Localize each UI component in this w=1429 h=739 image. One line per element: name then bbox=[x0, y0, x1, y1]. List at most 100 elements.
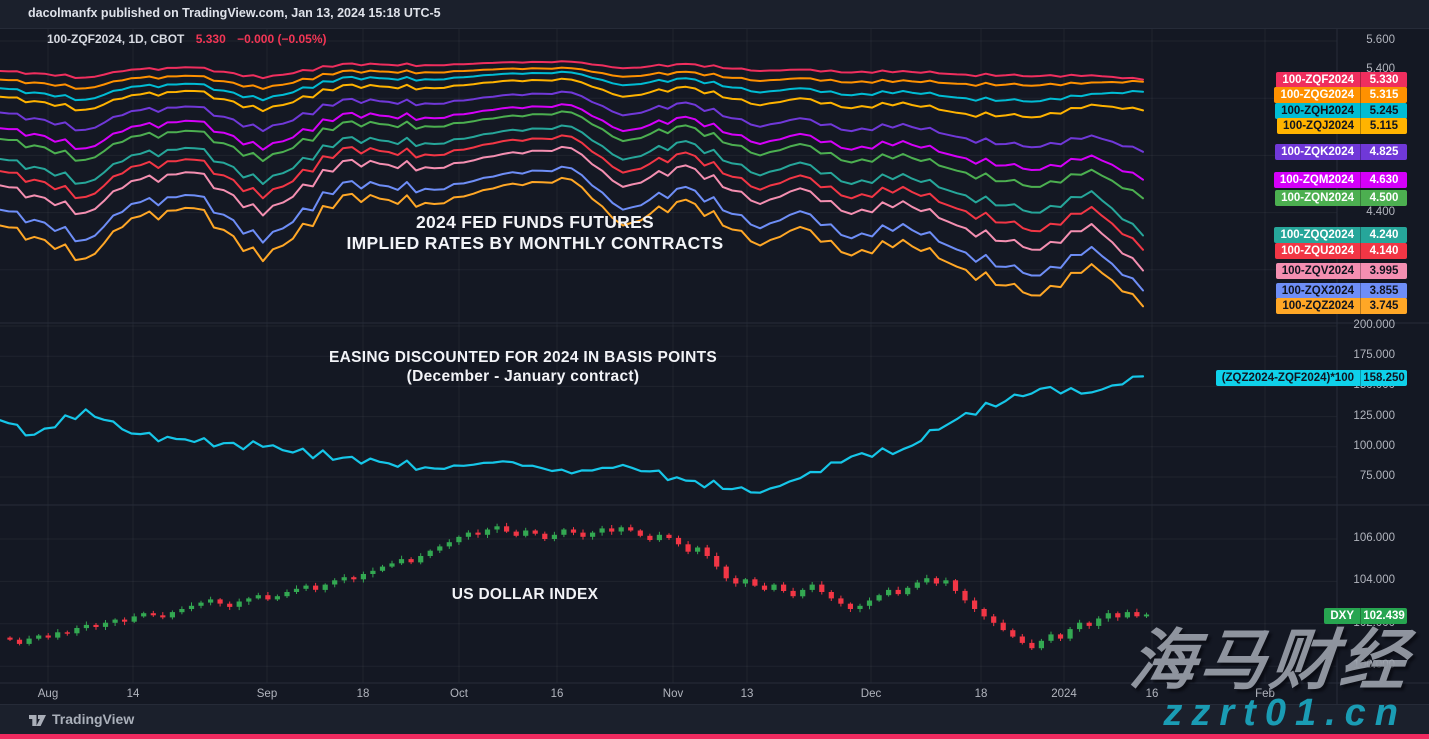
price-tag-value: 4.140 bbox=[1360, 242, 1407, 259]
time-axis-label: Dec bbox=[860, 688, 882, 700]
price-axis-label: 100.000 bbox=[1353, 659, 1395, 672]
price-axis-label: 100.000 bbox=[1353, 439, 1395, 452]
price-tag-value: 3.745 bbox=[1360, 298, 1407, 315]
spread-line-path bbox=[0, 375, 1145, 494]
price-tag-100-ZQG2024: 100-ZQG2024 5.315 bbox=[1274, 87, 1407, 104]
price-tag-100-ZQZ2024: 100-ZQZ2024 3.745 bbox=[1276, 298, 1407, 315]
price-tag-value: 5.245 bbox=[1360, 102, 1407, 119]
price-axis-label: 5.400 bbox=[1366, 62, 1395, 75]
time-axis-label: 14 bbox=[126, 688, 140, 700]
spread-line bbox=[0, 375, 1145, 494]
series-line-100-ZQU2024 bbox=[0, 134, 1144, 251]
price-tag-100-ZQJ2024: 100-ZQJ2024 5.115 bbox=[1277, 118, 1407, 135]
annotation-dxy: US DOLLAR INDEX bbox=[375, 586, 675, 605]
annotation-fed-funds-line1: 2024 FED FUNDS FUTURES bbox=[415, 212, 655, 232]
footer-bar: TradingView bbox=[0, 704, 1429, 734]
price-tag-100-ZQK2024: 100-ZQK2024 4.825 bbox=[1275, 143, 1407, 160]
price-tag-name: 100-ZQF2024 bbox=[1282, 73, 1354, 86]
price-axis-label: 175.000 bbox=[1353, 349, 1395, 362]
price-tag-value: 5.330 bbox=[1360, 71, 1407, 88]
series-line-100-ZQF2024 bbox=[0, 60, 1144, 81]
time-axis-label: 18 bbox=[974, 688, 988, 700]
annotation-easing-line1: EASING DISCOUNTED FOR 2024 IN BASIS POIN… bbox=[328, 349, 718, 366]
price-axis-label: 104.000 bbox=[1353, 574, 1395, 587]
legend-symbol[interactable]: 100-ZQF2024, 1D, CBOT bbox=[47, 32, 185, 46]
price-tag-name: DXY bbox=[1330, 610, 1354, 623]
price-tag-name: 100-ZQN2024 bbox=[1281, 192, 1354, 205]
price-tag-100-ZQX2024: 100-ZQX2024 3.855 bbox=[1275, 282, 1407, 299]
series-line-100-ZQV2024 bbox=[0, 145, 1144, 272]
price-tag-value: 102.439 bbox=[1360, 608, 1407, 625]
tradingview-logo-icon[interactable] bbox=[28, 713, 47, 728]
tradingview-brand[interactable]: TradingView bbox=[52, 711, 135, 727]
annotation-easing: EASING DISCOUNTED FOR 2024 IN BASIS POIN… bbox=[233, 349, 813, 387]
price-tag-100-ZQH2024: 100-ZQH2024 5.245 bbox=[1275, 102, 1407, 119]
price-tag-100-ZQM2024: 100-ZQM2024 4.630 bbox=[1273, 171, 1407, 188]
price-tag-value: 3.995 bbox=[1360, 262, 1407, 279]
time-axis-label: Sep bbox=[256, 688, 278, 700]
annotation-fed-funds-line2: IMPLIED RATES BY MONTHLY CONTRACTS bbox=[346, 233, 724, 254]
series-line-100-ZQZ2024 bbox=[0, 176, 1144, 308]
time-axis-label: Nov bbox=[662, 688, 684, 700]
price-tag-value: 4.630 bbox=[1360, 171, 1407, 188]
price-tag-100-ZQQ2024: 100-ZQQ2024 4.240 bbox=[1274, 227, 1407, 244]
price-tag-100-ZQU2024: 100-ZQU2024 4.140 bbox=[1275, 242, 1407, 259]
series-line-100-ZQJ2024 bbox=[0, 77, 1144, 119]
series-line-100-ZQQ2024 bbox=[0, 124, 1144, 237]
watermark-url: zzrt01.cn bbox=[1163, 692, 1407, 734]
price-tag-value: 158.250 bbox=[1360, 370, 1407, 387]
price-tag-name: 100-ZQK2024 bbox=[1281, 145, 1354, 158]
time-axis-label: 16 bbox=[1145, 688, 1159, 700]
annotation-easing-line2: (December - January contract) bbox=[406, 367, 640, 385]
series-line-100-ZQM2024 bbox=[0, 103, 1144, 181]
price-tag-name: 100-ZQH2024 bbox=[1281, 104, 1354, 117]
price-tag-(ZQZ2024-ZQF2024)*100: (ZQZ2024-ZQF2024)*100 158.250 bbox=[1215, 370, 1407, 387]
price-tag-100-ZQF2024: 100-ZQF2024 5.330 bbox=[1276, 71, 1407, 88]
price-axis-label: 4.400 bbox=[1366, 205, 1395, 218]
legend-change: −0.000 (−0.05%) bbox=[237, 32, 327, 46]
price-tag-value: 5.315 bbox=[1360, 87, 1407, 104]
time-axis-label: 2024 bbox=[1051, 688, 1077, 700]
price-tag-name: 100-ZQU2024 bbox=[1281, 244, 1354, 257]
price-tag-value: 5.115 bbox=[1360, 118, 1407, 135]
series-line-100-ZQK2024 bbox=[0, 90, 1144, 153]
fed-funds-lines bbox=[0, 60, 1144, 308]
time-axis-label: Oct bbox=[450, 688, 468, 700]
publish-info: dacolmanfx published on TradingView.com,… bbox=[28, 6, 441, 20]
price-tag-name: 100-ZQZ2024 bbox=[1282, 300, 1354, 313]
price-tag-name: 100-ZQG2024 bbox=[1280, 89, 1354, 102]
annotation-fed-funds: 2024 FED FUNDS FUTURES IMPLIED RATES BY … bbox=[245, 212, 825, 255]
price-tag-name: 100-ZQQ2024 bbox=[1280, 229, 1354, 242]
time-axis-label: 13 bbox=[740, 688, 754, 700]
time-axis-label: 16 bbox=[550, 688, 564, 700]
bottom-accent-bar bbox=[0, 734, 1429, 739]
price-tag-name: 100-ZQV2024 bbox=[1281, 264, 1354, 277]
price-tag-name: 100-ZQJ2024 bbox=[1283, 120, 1354, 133]
price-axis-label: 125.000 bbox=[1353, 409, 1395, 422]
price-axis-label: 200.000 bbox=[1353, 319, 1395, 331]
price-tag-value: 4.240 bbox=[1360, 227, 1407, 244]
price-tag-100-ZQN2024: 100-ZQN2024 4.500 bbox=[1275, 190, 1407, 207]
annotation-dxy-line1: US DOLLAR INDEX bbox=[451, 586, 599, 603]
time-axis-label: Aug bbox=[37, 688, 59, 700]
series-line-100-ZQN2024 bbox=[0, 110, 1144, 200]
time-axis-label: 18 bbox=[356, 688, 370, 700]
price-tag-name: (ZQZ2024-ZQF2024)*100 bbox=[1221, 372, 1354, 385]
series-line-100-ZQH2024 bbox=[0, 70, 1144, 103]
series-line-100-ZQG2024 bbox=[0, 66, 1144, 90]
price-tag-name: 100-ZQM2024 bbox=[1279, 173, 1354, 186]
price-tag-DXY: DXY 102.439 bbox=[1324, 608, 1407, 625]
price-axis-label: 75.000 bbox=[1359, 470, 1395, 482]
watermark-cn: 海马财经 bbox=[1126, 623, 1415, 697]
dxy-candles bbox=[7, 522, 1150, 651]
price-tag-value: 4.825 bbox=[1360, 143, 1407, 160]
price-tag-value: 4.500 bbox=[1360, 190, 1407, 207]
time-axis-label: Feb bbox=[1255, 688, 1275, 700]
legend-last-price: 5.330 bbox=[195, 32, 226, 46]
series-line-100-ZQX2024 bbox=[0, 165, 1144, 292]
price-tag-100-ZQV2024: 100-ZQV2024 3.995 bbox=[1275, 262, 1407, 279]
price-tag-value: 3.855 bbox=[1360, 282, 1407, 299]
symbol-legend[interactable]: 100-ZQF2024, 1D, CBOT 5.330 −0.000 (−0.0… bbox=[47, 32, 327, 46]
publish-bar: dacolmanfx published on TradingView.com,… bbox=[0, 0, 1429, 29]
